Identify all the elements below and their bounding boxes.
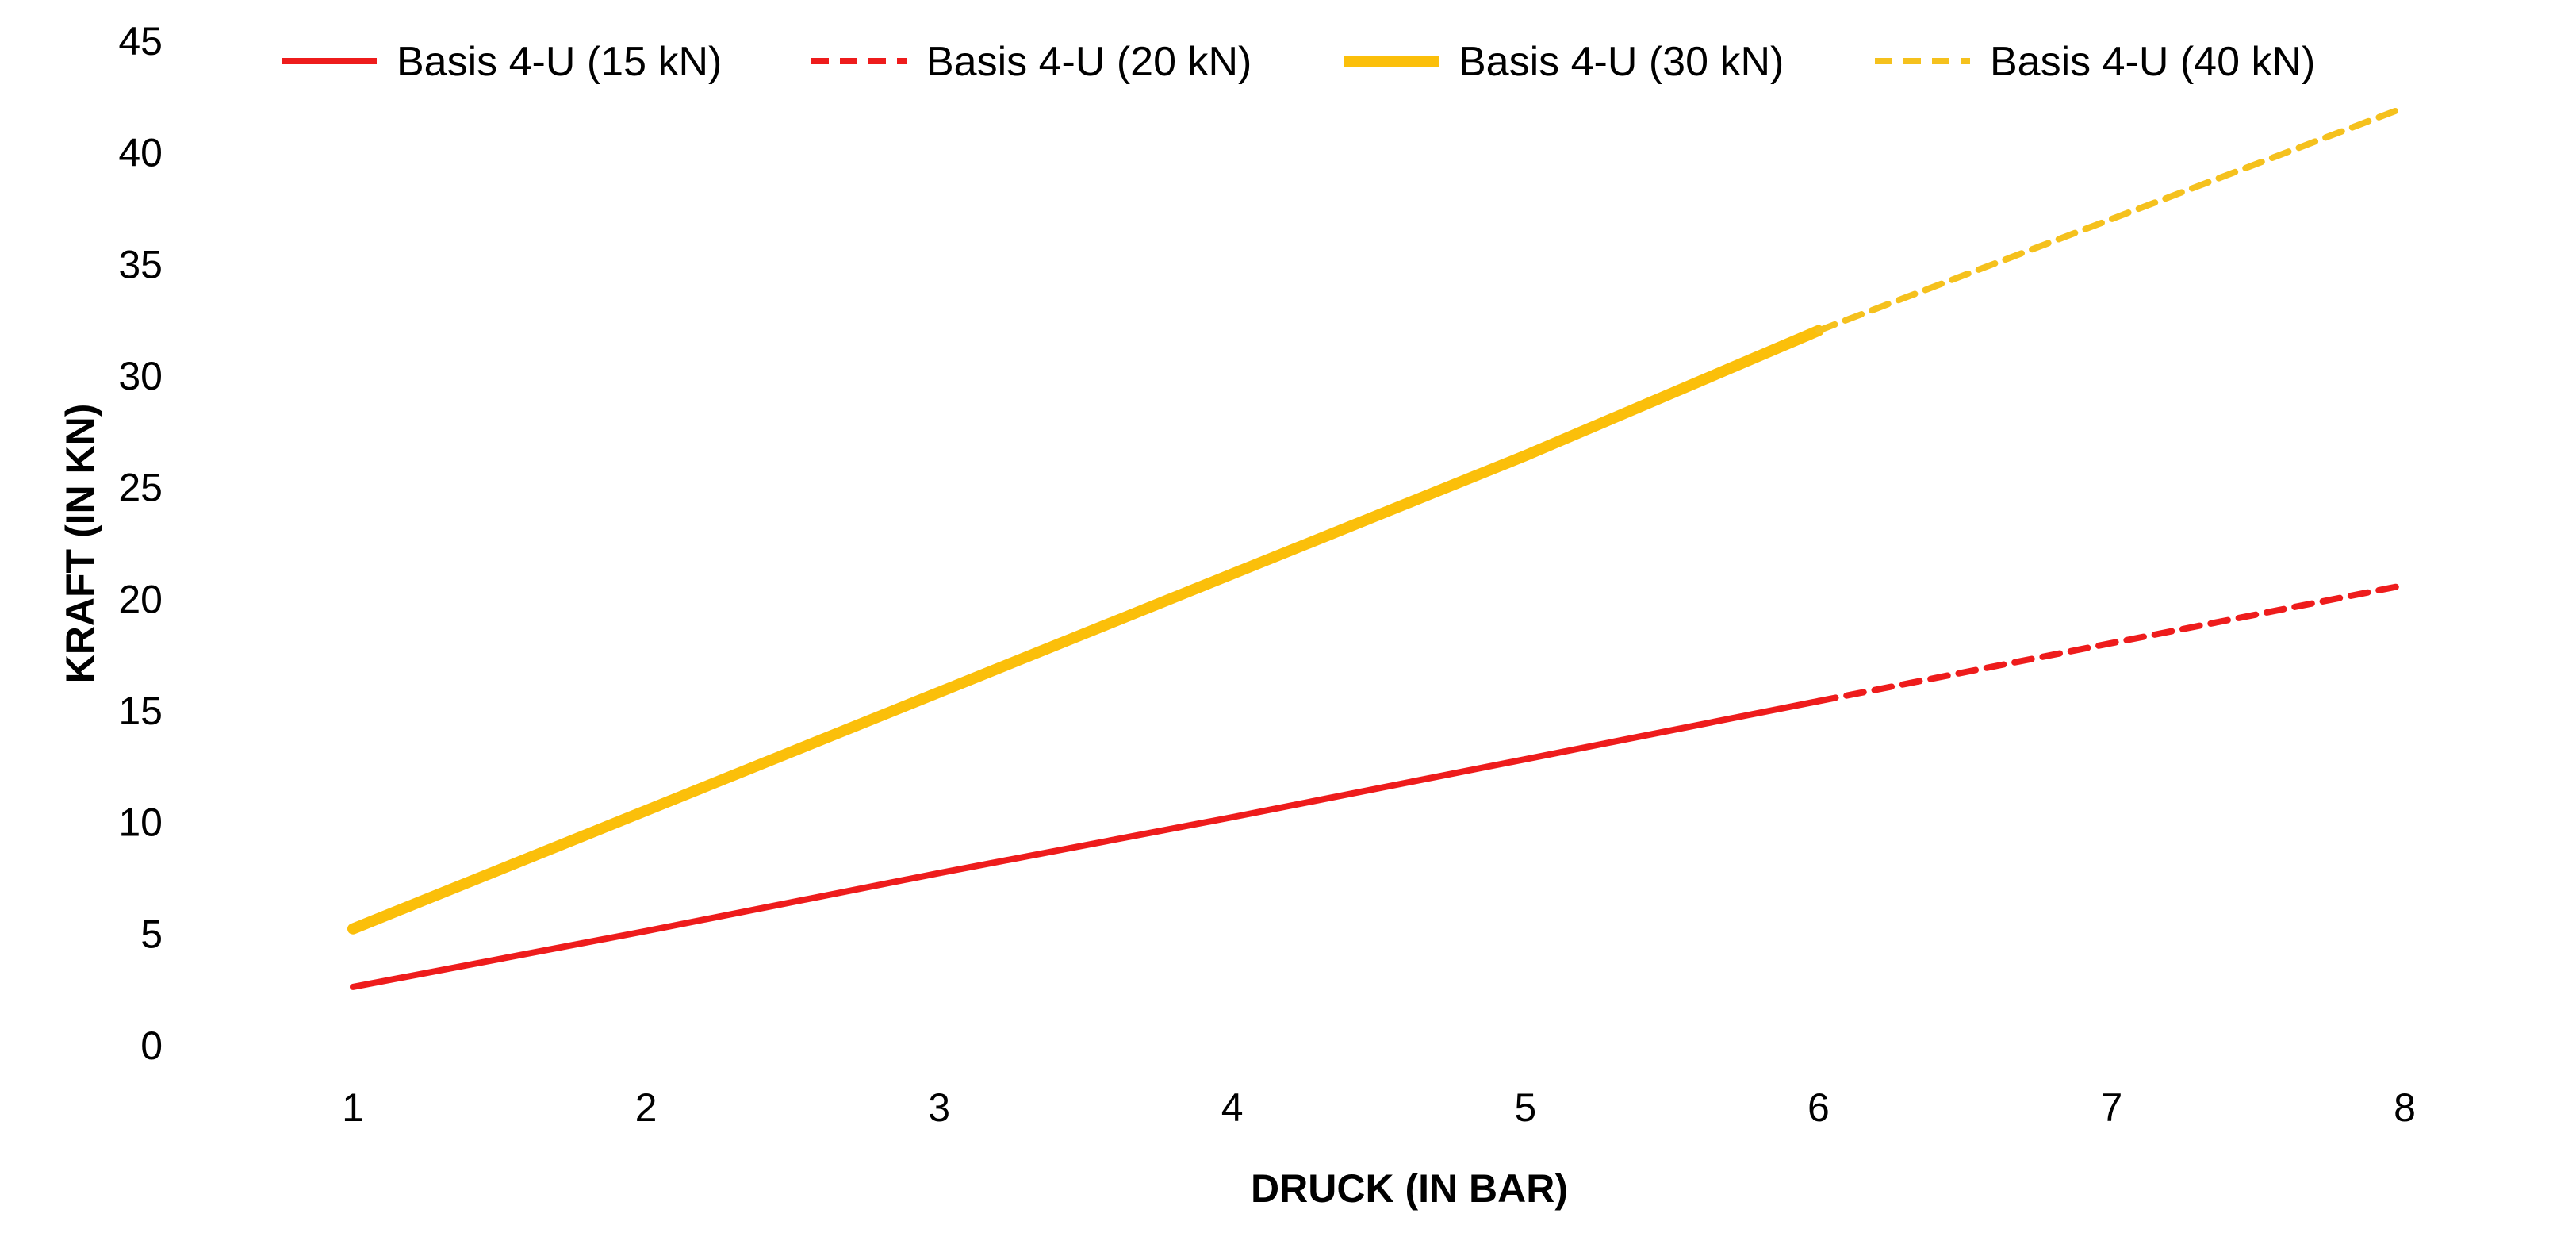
x-axis-title: DRUCK (IN BAR) [1251, 1166, 1568, 1211]
legend-label-1: Basis 4-U (15 kN) [397, 39, 722, 85]
x-tick-label: 4 [1221, 1085, 1244, 1130]
legend: Basis 4-U (15 kN) Basis 4-U (20 kN) Basis … [282, 39, 2315, 85]
y-tick-label: 5 [140, 912, 163, 956]
x-tick-label: 3 [928, 1085, 950, 1130]
series-lines [347, 104, 2408, 990]
y-axis-ticks: 0 5 10 15 20 25 30 35 40 45 [118, 19, 163, 1068]
y-tick-label: 40 [118, 131, 163, 175]
y-tick-label: 35 [118, 242, 163, 286]
x-tick-label: 5 [1514, 1085, 1536, 1130]
legend-label-2: Basis 4-U (20 kN) [926, 39, 1252, 85]
x-axis-ticks: 1 2 3 4 5 6 7 8 [342, 1085, 2416, 1130]
x-tick-label: 1 [342, 1085, 364, 1130]
series-line-1 [350, 697, 1822, 990]
y-tick-label: 15 [118, 689, 163, 733]
x-tick-label: 2 [635, 1085, 657, 1130]
series-line-4 [1815, 104, 2408, 334]
y-tick-label: 30 [118, 354, 163, 398]
legend-label-4: Basis 4-U (40 kN) [1990, 39, 2315, 85]
x-tick-label: 6 [1807, 1085, 1830, 1130]
series-line-2 [1815, 582, 2408, 705]
y-tick-label: 10 [118, 801, 163, 845]
y-tick-label: 0 [140, 1023, 163, 1068]
x-tick-label: 7 [2101, 1085, 2123, 1130]
series-line-3 [347, 325, 1824, 935]
y-tick-label: 20 [118, 577, 163, 621]
x-tick-label: 8 [2394, 1085, 2416, 1130]
y-axis-title: KRAFT (IN KN) [58, 404, 102, 684]
legend-label-3: Basis 4-U (30 kN) [1459, 39, 1784, 85]
y-tick-label: 45 [118, 19, 163, 63]
y-tick-label: 25 [118, 466, 163, 510]
